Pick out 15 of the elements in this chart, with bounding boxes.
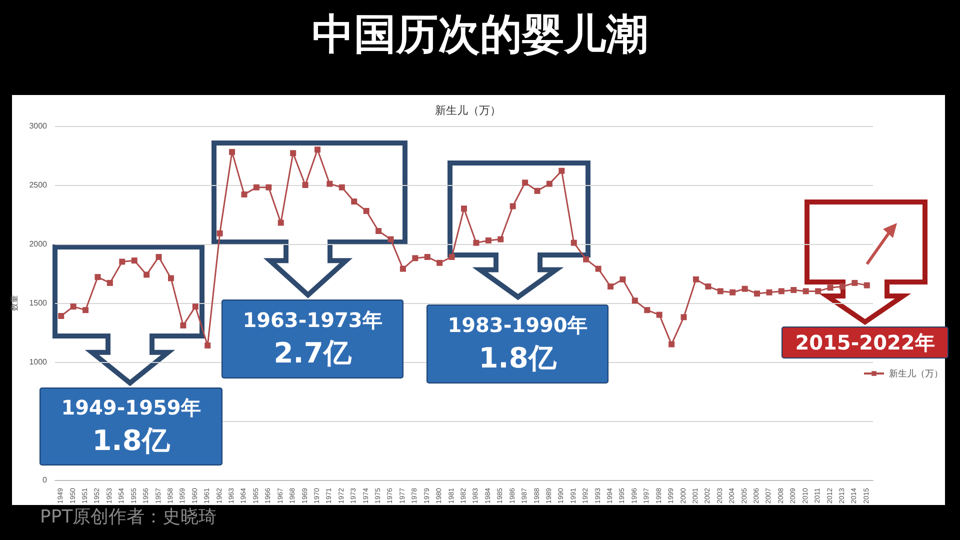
y-axis-title: 数量 bbox=[10, 295, 19, 311]
text: PPT原创作者：史晓琦 bbox=[40, 506, 217, 528]
legend-label: 新生儿（万） bbox=[889, 368, 943, 378]
y-tick-label: 2500 bbox=[29, 180, 48, 190]
y-tick-label: 1500 bbox=[29, 298, 48, 308]
y-tick-label: 0 bbox=[42, 476, 48, 484]
annotation: 2015-2022年 bbox=[795, 330, 935, 354]
annotation: 1963-1973年 2.7亿 bbox=[242, 308, 382, 370]
y-tick-label: 3000 bbox=[29, 122, 48, 130]
annotation: 1983-1990年 1.8亿 bbox=[448, 313, 588, 374]
y-tick-label: 2000 bbox=[29, 240, 48, 248]
y-tick-label: 1000 bbox=[29, 358, 48, 366]
chart-subtitle: 新生儿（万） bbox=[435, 104, 501, 117]
annotation: 1949-1959年 1.8亿 bbox=[61, 396, 201, 457]
chart-title: 中国历次的婴儿潮 bbox=[312, 10, 648, 58]
